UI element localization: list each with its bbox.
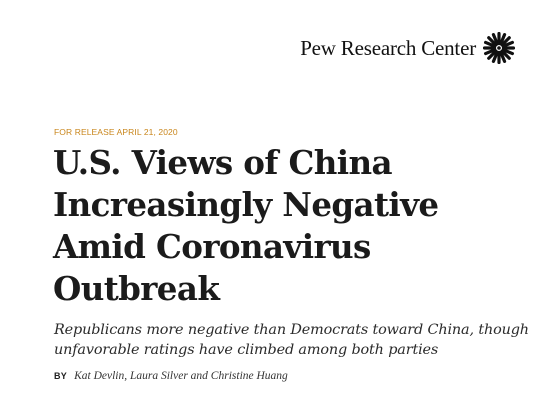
- subheadline-line: unfavorable ratings have climbed among b…: [54, 341, 439, 358]
- title-line: Outbreak: [53, 269, 220, 308]
- title-line: Increasingly Negative: [53, 185, 439, 224]
- brand-name: Pew Research Center: [300, 35, 476, 60]
- title-line: Amid Coronavirus: [53, 227, 371, 266]
- byline-prefix: BY: [54, 371, 67, 381]
- pew-sunburst-icon: [483, 32, 515, 64]
- page-title: U.S. Views of China Increasingly Negativ…: [53, 142, 493, 310]
- byline: BY Kat Devlin, Laura Silver and Christin…: [54, 370, 288, 382]
- release-date: FOR RELEASE APRIL 21, 2020: [54, 127, 178, 137]
- pew-logo: Pew Research Center: [300, 32, 515, 64]
- subheadline: Republicans more negative than Democrats…: [54, 321, 529, 360]
- byline-authors: Kat Devlin, Laura Silver and Christine H…: [74, 370, 288, 382]
- title-line: U.S. Views of China: [53, 143, 393, 182]
- subheadline-line: Republicans more negative than Democrats…: [54, 322, 529, 338]
